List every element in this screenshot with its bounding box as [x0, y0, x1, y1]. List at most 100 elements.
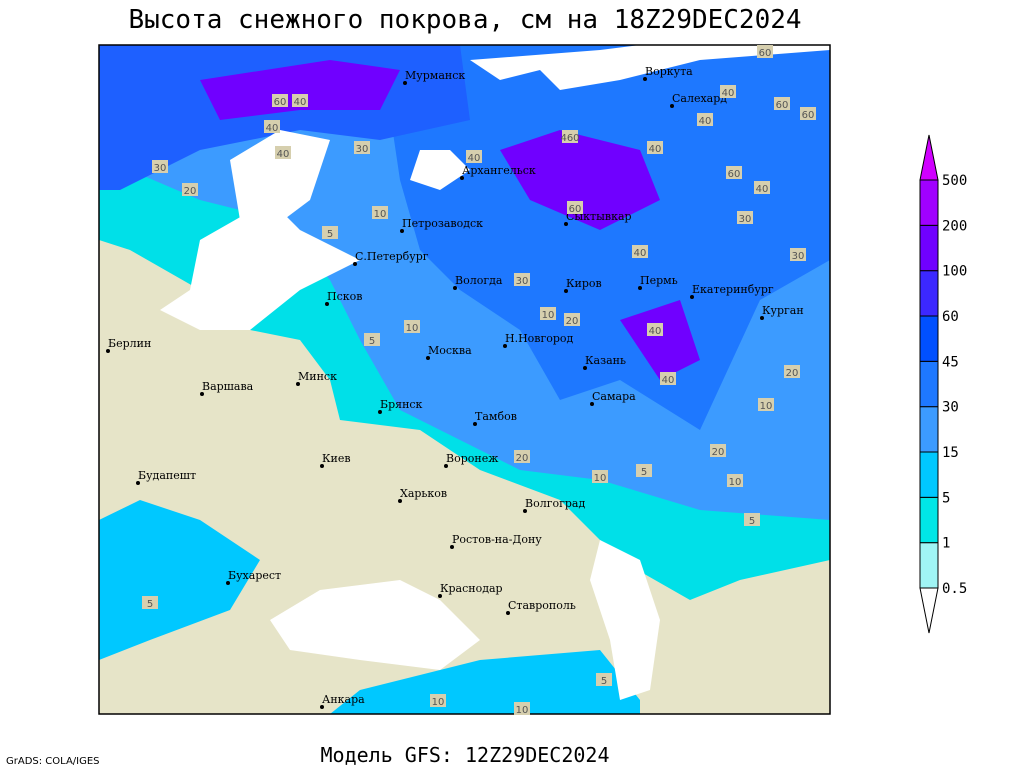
- city-dot: [638, 286, 642, 290]
- city-label: Ростов-на-Дону: [452, 533, 542, 546]
- city-dot: [564, 289, 568, 293]
- contour-label: 20: [184, 186, 197, 197]
- city-label: С.Петербург: [355, 250, 429, 263]
- city-dot: [590, 402, 594, 406]
- city-dot: [325, 302, 329, 306]
- contour-label-box: [636, 464, 652, 477]
- contour-label: 10: [594, 473, 607, 484]
- contour-label-box: [744, 513, 760, 526]
- contour-label-box: [710, 444, 726, 457]
- contour-label: 60: [728, 169, 741, 180]
- city-dot: [473, 422, 477, 426]
- city-dot: [426, 356, 430, 360]
- legend-label: 500: [942, 173, 967, 189]
- legend-label: 15: [942, 445, 959, 461]
- contour-label: 10: [729, 477, 742, 488]
- city-dot: [583, 366, 587, 370]
- city-dot: [690, 295, 694, 299]
- city-dot: [643, 77, 647, 81]
- contour-label-box: [275, 146, 291, 159]
- legend-label: 1: [942, 536, 950, 552]
- contour-label: 40: [722, 88, 735, 99]
- legend-swatch: [919, 134, 939, 181]
- contour-label: 40: [649, 326, 662, 337]
- city-dot: [226, 581, 230, 585]
- contour-label: 40: [756, 184, 769, 195]
- contour-label: 10: [516, 705, 529, 716]
- city-label: Воронеж: [446, 452, 498, 465]
- contour-label-box: [514, 273, 530, 286]
- legend-swatch: [919, 542, 939, 589]
- city-dot: [398, 499, 402, 503]
- legend-swatch: [919, 224, 939, 272]
- contour-label: 20: [786, 368, 799, 379]
- contour-label-box: [540, 307, 556, 320]
- legend-swatch: [919, 179, 939, 226]
- contour-label-box: [697, 113, 713, 126]
- contour-labels: 60 40 60 40 60 60 40 30 40 30 10 20 40 460 40 60 40 30 40 6…: [142, 45, 816, 716]
- contour-label: 30: [739, 214, 752, 225]
- city-label: Тамбов: [475, 410, 517, 423]
- contour-label-box: [660, 372, 676, 385]
- contour-label-box: [790, 248, 806, 261]
- city-dot: [506, 611, 510, 615]
- contour-label-box: [514, 450, 530, 463]
- contour-label: 20: [712, 447, 725, 458]
- city-dot: [523, 509, 527, 513]
- contour-label-box: [720, 85, 736, 98]
- city-dot: [438, 594, 442, 598]
- city-label: Варшава: [202, 380, 254, 393]
- city-dot: [106, 349, 110, 353]
- contour-label-box: [592, 470, 608, 483]
- contour-label-box: [514, 702, 530, 715]
- contour-label-box: [596, 673, 612, 686]
- city-label: Ставрополь: [508, 599, 576, 612]
- contour-label: 10: [542, 310, 555, 321]
- contour-label: 60: [802, 110, 815, 121]
- contour-label: 40: [266, 123, 279, 134]
- city-label: Петрозаводск: [402, 217, 483, 230]
- city-label: Краснодар: [440, 582, 503, 595]
- contour-label-box: [404, 320, 420, 333]
- city-label: Архангельск: [462, 164, 536, 177]
- legend-label: 200: [942, 218, 967, 234]
- contour-label: 460: [560, 133, 579, 144]
- legend-label: 30: [942, 400, 959, 416]
- city-dot: [400, 229, 404, 233]
- contour-label-box: [354, 141, 370, 154]
- contour-label-box: [727, 474, 743, 487]
- city-dot: [444, 464, 448, 468]
- contour-label: 5: [749, 516, 755, 527]
- city-dot: [450, 545, 454, 549]
- contour-label-box: [562, 130, 578, 143]
- legend-swatch: [919, 360, 939, 408]
- city-label: Воркута: [645, 65, 693, 78]
- city-label: Харьков: [400, 487, 447, 500]
- city-dot: [200, 392, 204, 396]
- contour-label: 20: [566, 316, 579, 327]
- legend-label: 5: [942, 490, 950, 506]
- contour-label: 10: [760, 401, 773, 412]
- legend-label: 60: [942, 309, 959, 325]
- contour-label: 5: [641, 467, 647, 478]
- city-dot: [503, 344, 507, 348]
- city-label: Казань: [585, 354, 626, 367]
- contour-label-box: [737, 211, 753, 224]
- legend-label: 100: [942, 264, 967, 280]
- legend-swatch: [919, 496, 939, 544]
- contour-label: 40: [634, 248, 647, 259]
- contour-label-box: [466, 150, 482, 163]
- city-dot: [564, 222, 568, 226]
- contour-label-box: [364, 333, 380, 346]
- contour-label-box: [182, 183, 198, 196]
- contour-label-box: [784, 365, 800, 378]
- legend-label: 45: [942, 354, 959, 370]
- footer: Модель GFS: 12Z29DEC2024: [321, 743, 610, 767]
- contour-label: 40: [468, 153, 481, 164]
- legend-swatch: [919, 315, 939, 362]
- contour-label-box: [758, 398, 774, 411]
- city-label: Самара: [592, 390, 636, 403]
- contour-label: 60: [776, 100, 789, 111]
- city-label: Будапешт: [138, 469, 196, 482]
